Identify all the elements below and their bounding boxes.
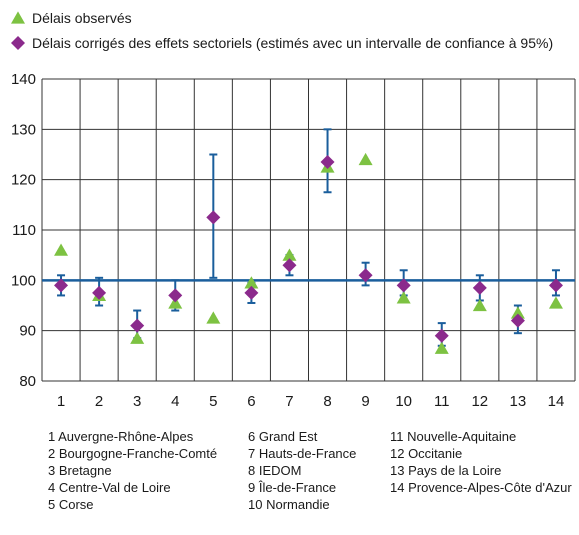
x-tick-label: 12: [471, 393, 488, 410]
observed-point: [548, 296, 563, 309]
observed-point: [244, 276, 259, 289]
region-key-item: 1 Auvergne-Rhône-Alpes: [48, 429, 194, 444]
region-key-item: 9 Île-de-France: [248, 480, 336, 495]
x-tick-label: 6: [247, 393, 255, 410]
corrected-point: [472, 280, 487, 295]
observed-point: [396, 291, 411, 304]
observed-point: [358, 152, 373, 166]
y-tick-label: 80: [19, 373, 36, 390]
x-tick-label: 1: [57, 393, 65, 410]
observed-point: [206, 311, 221, 324]
x-tick-label: 9: [361, 393, 369, 410]
y-tick-label: 100: [11, 272, 36, 289]
corrected-point: [282, 258, 297, 273]
observed-point: [282, 248, 297, 261]
y-tick-label: 90: [19, 323, 36, 340]
x-tick-label: 10: [395, 393, 412, 410]
x-tick-label: 7: [285, 393, 293, 410]
x-tick-label: 14: [548, 393, 565, 410]
legend-diamond-marker: [11, 36, 25, 50]
observed-point: [472, 298, 487, 312]
region-key-item: 4 Centre-Val de Loire: [48, 480, 171, 495]
region-key-item: 13 Pays de la Loire: [390, 463, 501, 478]
corrected-point: [244, 285, 259, 300]
corrected-point: [54, 278, 69, 293]
region-key-item: 10 Normandie: [248, 497, 330, 512]
region-key-item: 7 Hauts-de-France: [248, 446, 356, 461]
corrected-point: [92, 285, 107, 300]
y-tick-label: 110: [12, 222, 36, 239]
region-key-item: 2 Bourgogne-Franche-Comté: [48, 446, 217, 461]
x-tick-label: 4: [171, 393, 179, 410]
region-key-item: 6 Grand Est: [248, 429, 318, 444]
corrected-point: [130, 318, 145, 333]
observed-point: [510, 306, 525, 319]
x-tick-label: 13: [510, 393, 527, 410]
corrected-point: [320, 155, 335, 170]
corrected-point: [358, 268, 373, 283]
corrected-point: [168, 288, 183, 303]
observed-point: [434, 341, 449, 354]
region-key-item: 5 Corse: [48, 497, 94, 512]
corrected-point: [434, 328, 449, 343]
region-key-item: 14 Provence-Alpes-Côte d'Azur: [390, 480, 572, 495]
region-key-item: 3 Bretagne: [48, 463, 112, 478]
x-tick-label: 11: [434, 393, 450, 410]
legend-triangle-marker: [11, 11, 25, 24]
y-tick-label: 130: [11, 121, 36, 138]
observed-point: [168, 296, 183, 309]
corrected-point: [206, 210, 221, 225]
observed-point: [130, 331, 145, 344]
y-tick-label: 120: [11, 172, 36, 189]
observed-point: [54, 243, 69, 256]
corrected-point: [510, 313, 525, 328]
corrected-point: [548, 278, 563, 293]
legend-label-corrected: Délais corrigés des effets sectoriels (e…: [32, 35, 553, 51]
y-tick-label: 140: [11, 71, 36, 88]
region-key-item: 8 IEDOM: [248, 463, 301, 478]
x-tick-label: 8: [323, 393, 331, 410]
x-tick-label: 2: [95, 393, 103, 410]
region-key-item: 12 Occitanie: [390, 446, 462, 461]
x-tick-label: 5: [209, 393, 217, 410]
legend-label-observed: Délais observés: [32, 10, 132, 26]
corrected-point: [396, 278, 411, 293]
x-tick-label: 3: [133, 393, 141, 410]
region-key-item: 11 Nouvelle-Aquitaine: [390, 429, 516, 444]
